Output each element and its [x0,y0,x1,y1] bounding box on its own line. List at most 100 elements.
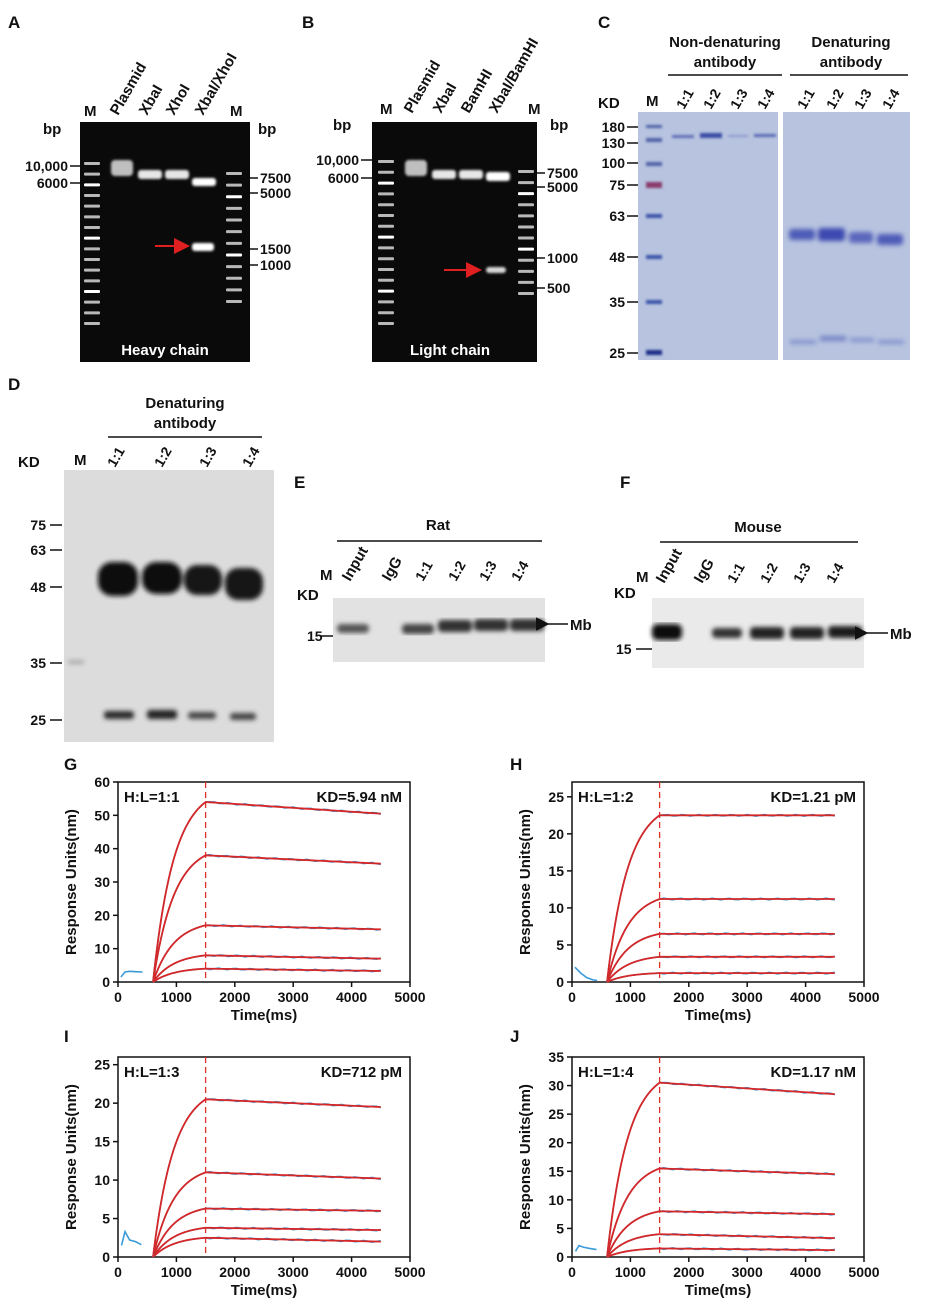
lane-label: XbaI [430,80,461,116]
ladder-band [84,311,100,315]
ladder-band [378,224,394,228]
x-tick-label: 1000 [615,1264,646,1280]
y-tick-label: 60 [94,774,110,790]
x-tick-label: 1000 [161,1264,192,1280]
gel-bands [405,160,510,273]
x-tick-label: 0 [114,989,122,1005]
lane-label: XhoI [163,81,194,118]
ladder-band [378,170,394,174]
y-tick-label: 50 [94,807,110,823]
measured-trace [152,801,382,983]
gel-caption: Light chain [410,342,490,359]
ratio-label: H:L=1:3 [124,1064,179,1081]
unit-label: bp [258,121,276,138]
ratio-label: H:L=1:4 [578,1064,634,1081]
ladder-band [226,206,242,210]
ladder-band [378,268,394,271]
group-label: antibody [694,54,757,71]
y-tick-label: 5 [556,937,564,953]
baseline-trace [574,1244,597,1252]
unit-label: bp [550,117,568,134]
panel-a: A Heavy chain bp bp 10,000 6000 7500 500… [8,13,291,362]
western-blot-image [64,470,274,742]
lane-label: 1:2 [757,560,781,586]
lane-label: M [74,452,87,469]
ladder-band [84,226,100,229]
lane-label: 1:1 [412,558,436,584]
fit-curve [152,801,381,983]
x-axis-label: Time(ms) [231,1282,297,1299]
binding-kinetics-charts: G0 1000 2000 3000 4000 50000102030405060Time(… [63,755,880,1299]
fit-curve [606,1247,835,1258]
marker-label: 10,000 [25,158,68,174]
ladder-band [84,322,100,325]
fit-curve [152,954,381,983]
ladder-band [226,288,242,292]
y-axis-label: Response Units(nm) [517,1084,534,1230]
ladder-band [226,172,242,175]
lane-label: M [380,101,393,118]
ladder-band [518,236,534,240]
group-label: Denaturing [811,34,890,51]
ladder-band [378,203,394,207]
marker-ladder [378,160,394,325]
marker-label: 7500 [547,165,578,181]
marker-label: 130 [602,135,626,151]
chart-j: J 0 1000 2000 3000 4000 5000 0 5 10 15 20 25 30 35 Time… [510,1027,880,1299]
y-tick-label: 15 [548,863,564,879]
lane-label: 1:4 [823,560,847,586]
x-tick-label: 5000 [394,989,425,1005]
ladder-band [518,203,534,207]
ladder-band [378,311,394,315]
y-tick-label: 20 [94,907,110,923]
ladder-band [378,214,394,217]
y-tick-label: 15 [548,1163,564,1179]
x-tick-label: 0 [568,989,576,1005]
lane-label: 1:1 [673,86,697,112]
ladder-band [378,278,394,282]
marker-label: 6000 [328,170,359,186]
kd-label: KD=5.94 nM [317,789,402,806]
y-tick-label: 0 [556,974,564,990]
ladder-band [378,289,394,293]
y-axis-label: Response Units(nm) [517,809,534,955]
lane-label: 1:1 [104,444,128,470]
ladder-band [84,258,100,261]
gel-caption: Heavy chain [121,342,209,359]
x-tick-label: 0 [568,1264,576,1280]
marker-label: 7500 [260,170,291,186]
x-tick-label: 0 [114,1264,122,1280]
x-tick-label: 3000 [732,989,763,1005]
marker-label: 180 [602,119,626,135]
band-label: Mb [890,626,912,643]
ladder-band [518,280,534,284]
marker-label: 15 [307,628,323,644]
panel-letter: F [620,473,630,492]
marker-label: 1000 [260,257,291,273]
panel-letter: A [8,13,20,32]
marker-ladder [84,162,100,325]
marker-label: 1000 [547,250,578,266]
panel-letter: B [302,13,314,32]
panel-c: C Non-denaturing antibody Denaturing ant… [598,13,910,361]
lane-label: 1:3 [196,444,220,470]
y-tick-label: 5 [102,1211,110,1227]
blot-bands [652,624,862,640]
lane-label: 1:3 [476,558,500,584]
y-tick-label: 30 [548,1078,564,1094]
group-label: antibody [820,54,883,71]
lane-label: 1:2 [823,86,847,112]
y-tick-label: 30 [94,874,110,890]
panel-letter: I [64,1027,69,1046]
y-tick-label: 10 [548,1192,564,1208]
gel-image [372,122,537,362]
panel-letter: J [510,1027,519,1046]
group-label: Rat [426,517,450,534]
fit-curve [606,1233,835,1258]
x-axis-label: Time(ms) [685,1007,751,1024]
ladder-band [84,162,100,165]
ladder-band [378,246,394,250]
panel-f: F Mouse M Input IgG 1:1 1:2 1:3 1:4 KD 1… [614,473,912,668]
marker-ladder [226,172,242,303]
